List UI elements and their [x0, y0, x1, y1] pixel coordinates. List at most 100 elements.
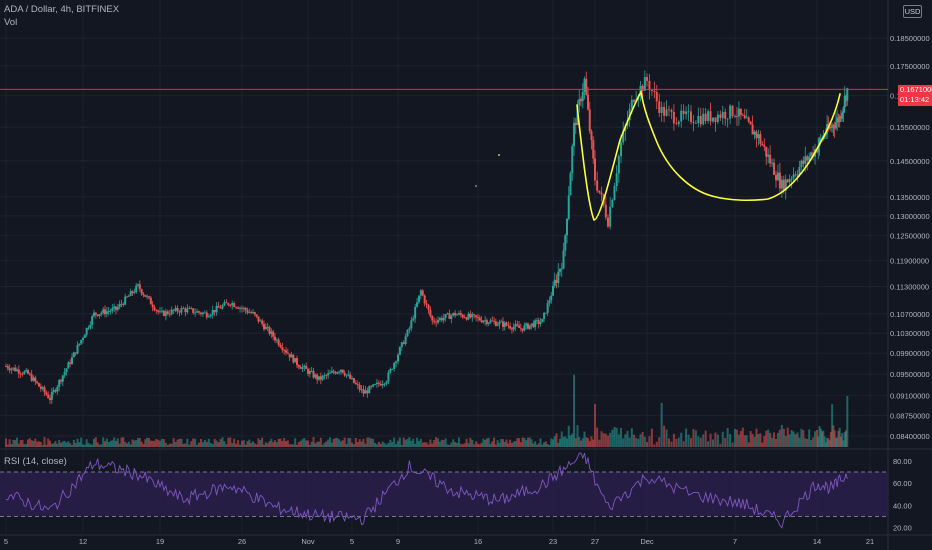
candle-body — [164, 311, 167, 316]
volume-bar — [816, 430, 818, 447]
candle-body — [419, 290, 422, 296]
candle-body — [408, 328, 411, 330]
volume-bar — [643, 436, 646, 447]
volume-bar — [115, 440, 117, 447]
volume-bar — [613, 426, 616, 447]
candle-body — [444, 314, 447, 318]
last-price-value: 0.16710000 — [900, 85, 932, 94]
candle-body — [316, 374, 319, 380]
volume-bar — [381, 441, 384, 447]
candle-body — [792, 174, 795, 179]
volume-bar — [518, 438, 521, 447]
candle-body — [257, 316, 260, 322]
volume-bar — [162, 439, 165, 447]
candle-body — [188, 308, 191, 309]
volume-bar — [620, 427, 622, 447]
candle-body — [663, 106, 666, 116]
volume-bar — [503, 441, 506, 447]
volume-bar — [246, 441, 249, 447]
candle-body — [503, 322, 506, 327]
candle-body — [201, 312, 204, 315]
candle-body — [569, 173, 572, 196]
volume-bar — [765, 430, 768, 447]
volume-bar — [316, 441, 319, 447]
candle-body — [72, 352, 75, 358]
volume-bar — [477, 443, 479, 447]
rsi-band-fill — [0, 471, 888, 517]
volume-bar — [660, 402, 663, 447]
volume-bar — [104, 441, 106, 447]
volume-bar — [583, 431, 586, 447]
candle-body — [377, 382, 380, 385]
candle-body — [427, 304, 430, 310]
candle-body — [514, 324, 517, 327]
candle-body — [334, 372, 337, 374]
volume-bar — [534, 441, 537, 447]
volume-bar — [67, 441, 70, 447]
symbol-title: ADA / Dollar, 4h, BITFINEX — [4, 4, 120, 15]
candle-body — [778, 172, 781, 189]
candle-body — [660, 106, 663, 113]
volume-bar — [225, 444, 228, 447]
candle-body — [817, 146, 820, 153]
volume-bar — [553, 436, 556, 447]
candle-body — [297, 365, 300, 368]
candle-body — [203, 312, 206, 314]
volume-bar — [397, 440, 399, 447]
candle-body — [557, 271, 560, 283]
volume-bar — [272, 442, 275, 447]
candle-body — [416, 302, 419, 307]
volume-bar — [550, 438, 553, 447]
candle-body — [716, 114, 719, 122]
volume-bar — [780, 424, 783, 447]
volume-bar — [192, 438, 195, 447]
volume-bar — [164, 442, 167, 447]
price-axis-label: 0.09500000 — [890, 370, 930, 379]
volume-bar — [261, 437, 264, 447]
candle-body — [5, 366, 7, 367]
volume-bar — [118, 443, 121, 447]
volume-bar — [687, 434, 690, 447]
volume-bar — [580, 440, 582, 447]
volume-bar — [201, 442, 204, 447]
candle-body — [170, 309, 173, 315]
candle-body — [6, 366, 9, 369]
volume-bar — [423, 442, 426, 447]
volume-bar — [408, 437, 411, 447]
candle-body — [360, 389, 363, 391]
candle-body — [552, 285, 554, 296]
volume-bar — [680, 432, 683, 447]
candle-body — [237, 307, 240, 309]
currency-button[interactable]: USD — [903, 5, 922, 18]
volume-bar — [10, 444, 13, 447]
volume-bar — [658, 437, 661, 447]
volume-bar — [741, 427, 744, 447]
volume-bar — [452, 439, 455, 447]
candle-body — [381, 383, 384, 386]
volume-bar — [416, 437, 419, 447]
candle-body — [559, 268, 561, 272]
candle-body — [111, 308, 114, 312]
candle-body — [168, 313, 171, 315]
candle-body — [140, 289, 143, 294]
candle-body — [838, 116, 841, 123]
volume-bar — [588, 441, 591, 447]
candle-body — [578, 98, 581, 105]
candle-body — [509, 326, 512, 329]
volume-bar — [806, 438, 809, 447]
volume-bar — [71, 444, 73, 447]
volume-bar — [792, 431, 795, 447]
volume-bar — [716, 434, 719, 447]
candle-body — [379, 384, 382, 386]
volume-bar — [569, 435, 572, 447]
candle-body — [107, 311, 110, 312]
candle-body — [270, 331, 273, 334]
volume-bar — [459, 443, 462, 447]
candle-body — [345, 374, 348, 376]
volume-bar — [323, 442, 326, 447]
volume-bar — [395, 444, 398, 447]
candle-body — [719, 114, 722, 118]
volume-bar — [343, 437, 346, 447]
volume-bar — [292, 444, 295, 447]
